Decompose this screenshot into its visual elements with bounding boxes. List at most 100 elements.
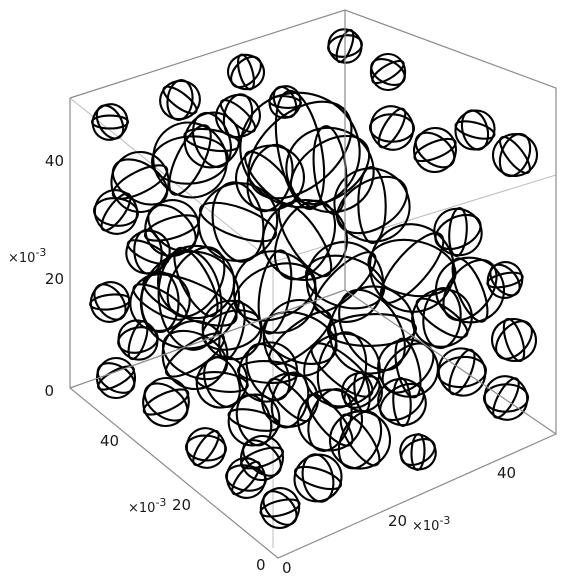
z-axis: 0 20 40 ×10-3 [8, 152, 64, 400]
sphere-ring [437, 347, 487, 397]
sphere-ring [184, 434, 228, 462]
sphere-wireframe [225, 457, 267, 499]
sphere-wireframe [327, 28, 363, 64]
sphere-ring [483, 375, 529, 421]
sphere-ring [240, 434, 284, 482]
sphere-ring [368, 113, 416, 143]
sphere-ring [117, 319, 159, 361]
x-exponent: ×10-3 [412, 514, 450, 534]
x-tick-0: 0 [282, 559, 292, 577]
sphere-ring [413, 126, 457, 174]
bounding-box-front [69, 9, 557, 559]
sphere-wireframe [139, 249, 241, 351]
sphere-ring [328, 410, 392, 470]
sphere-ring [183, 111, 241, 169]
sphere-ring [185, 427, 227, 469]
y-tick-20: 20 [172, 496, 191, 514]
sphere-ring [277, 202, 333, 278]
y-tick-0: 0 [256, 556, 266, 574]
sphere-wireframe [328, 410, 392, 470]
sphere-wireframe [491, 132, 539, 178]
sphere-wireframe [227, 53, 265, 91]
sphere-ring [437, 355, 487, 389]
sphere-ring [377, 377, 427, 427]
sphere-ring [296, 388, 364, 452]
sphere-wireframe [377, 376, 427, 428]
sphere-ring [151, 135, 229, 185]
sphere-ring [377, 338, 439, 398]
sphere-ring [400, 437, 436, 467]
sphere-ring [227, 53, 265, 91]
z-exponent: ×10-3 [8, 246, 46, 266]
z-tick-0: 0 [44, 382, 54, 400]
y-tick-40: 40 [100, 432, 119, 450]
sphere-ring [239, 91, 361, 209]
sphere-ring [215, 93, 261, 139]
x-tick-40: 40 [497, 464, 516, 482]
sphere-ring [143, 382, 189, 422]
sphere-wireframe [93, 189, 139, 235]
sphere-ring [268, 85, 302, 119]
sphere-ring [495, 320, 533, 360]
sphere-ring [491, 133, 539, 177]
sphere-ring [232, 250, 318, 334]
sphere-wireframe [227, 393, 281, 447]
sphere-ring [422, 287, 462, 349]
sphere-wireframe [368, 105, 416, 151]
sphere-ring [482, 383, 530, 413]
sphere-ring [95, 356, 137, 400]
sphere-ring [274, 89, 326, 211]
sphere-ring [357, 165, 387, 245]
sphere-ring [244, 150, 296, 206]
sphere-ring [312, 125, 348, 215]
sphere-wireframe [183, 111, 241, 169]
sphere-wireframe [399, 432, 437, 472]
sphere-wireframe [90, 103, 130, 141]
sphere-ring [415, 297, 469, 339]
sphere-wireframe [454, 109, 496, 151]
sphere-ring [157, 249, 223, 351]
sphere-ring [273, 199, 337, 281]
sphere-ring [245, 342, 291, 402]
sphere-wireframe [117, 319, 159, 361]
sphere-ring [370, 57, 406, 87]
sphere-ring [333, 167, 411, 243]
sphere-ring [227, 393, 281, 447]
sphere-ring [233, 262, 317, 322]
sphere-ring [414, 131, 456, 169]
sphere-wireframe [235, 143, 305, 213]
sphere-wireframe [411, 287, 473, 349]
sphere-ring [307, 388, 353, 452]
sphere-ring [142, 376, 190, 428]
sphere-wireframe [259, 487, 301, 529]
sphere-wireframe [95, 356, 137, 400]
sphere-ring [327, 28, 363, 64]
sphere-ring [162, 329, 228, 381]
sphere-ring [289, 134, 371, 206]
y-exponent: ×10-3 [128, 496, 166, 516]
sphere-ring [451, 257, 489, 323]
sphere-ring [448, 348, 476, 396]
sphere-ring [490, 318, 538, 362]
sphere-ring [164, 332, 226, 378]
sphere-wireframe [232, 249, 318, 335]
sphere-wireframe [437, 347, 487, 397]
sphere-wireframe [369, 52, 407, 92]
sphere-ring [168, 124, 212, 196]
sphere-ring [173, 246, 219, 318]
sphere-wireframe [285, 125, 375, 215]
sphere-ring [225, 457, 267, 499]
x-axis: 0 20 40 ×10-3 [282, 464, 516, 577]
sphere-wireframe [293, 453, 343, 503]
sphere-ring [95, 104, 125, 140]
sphere-ring [336, 175, 408, 235]
sphere-ring [328, 285, 416, 375]
sphere-ring [201, 309, 263, 351]
sphere-ring [93, 283, 127, 321]
sphere-ring [341, 371, 383, 413]
sphere-ring [339, 413, 381, 467]
sphere-wireframe [268, 85, 302, 119]
sphere-ring [293, 453, 343, 503]
sphere-ring [305, 241, 385, 323]
